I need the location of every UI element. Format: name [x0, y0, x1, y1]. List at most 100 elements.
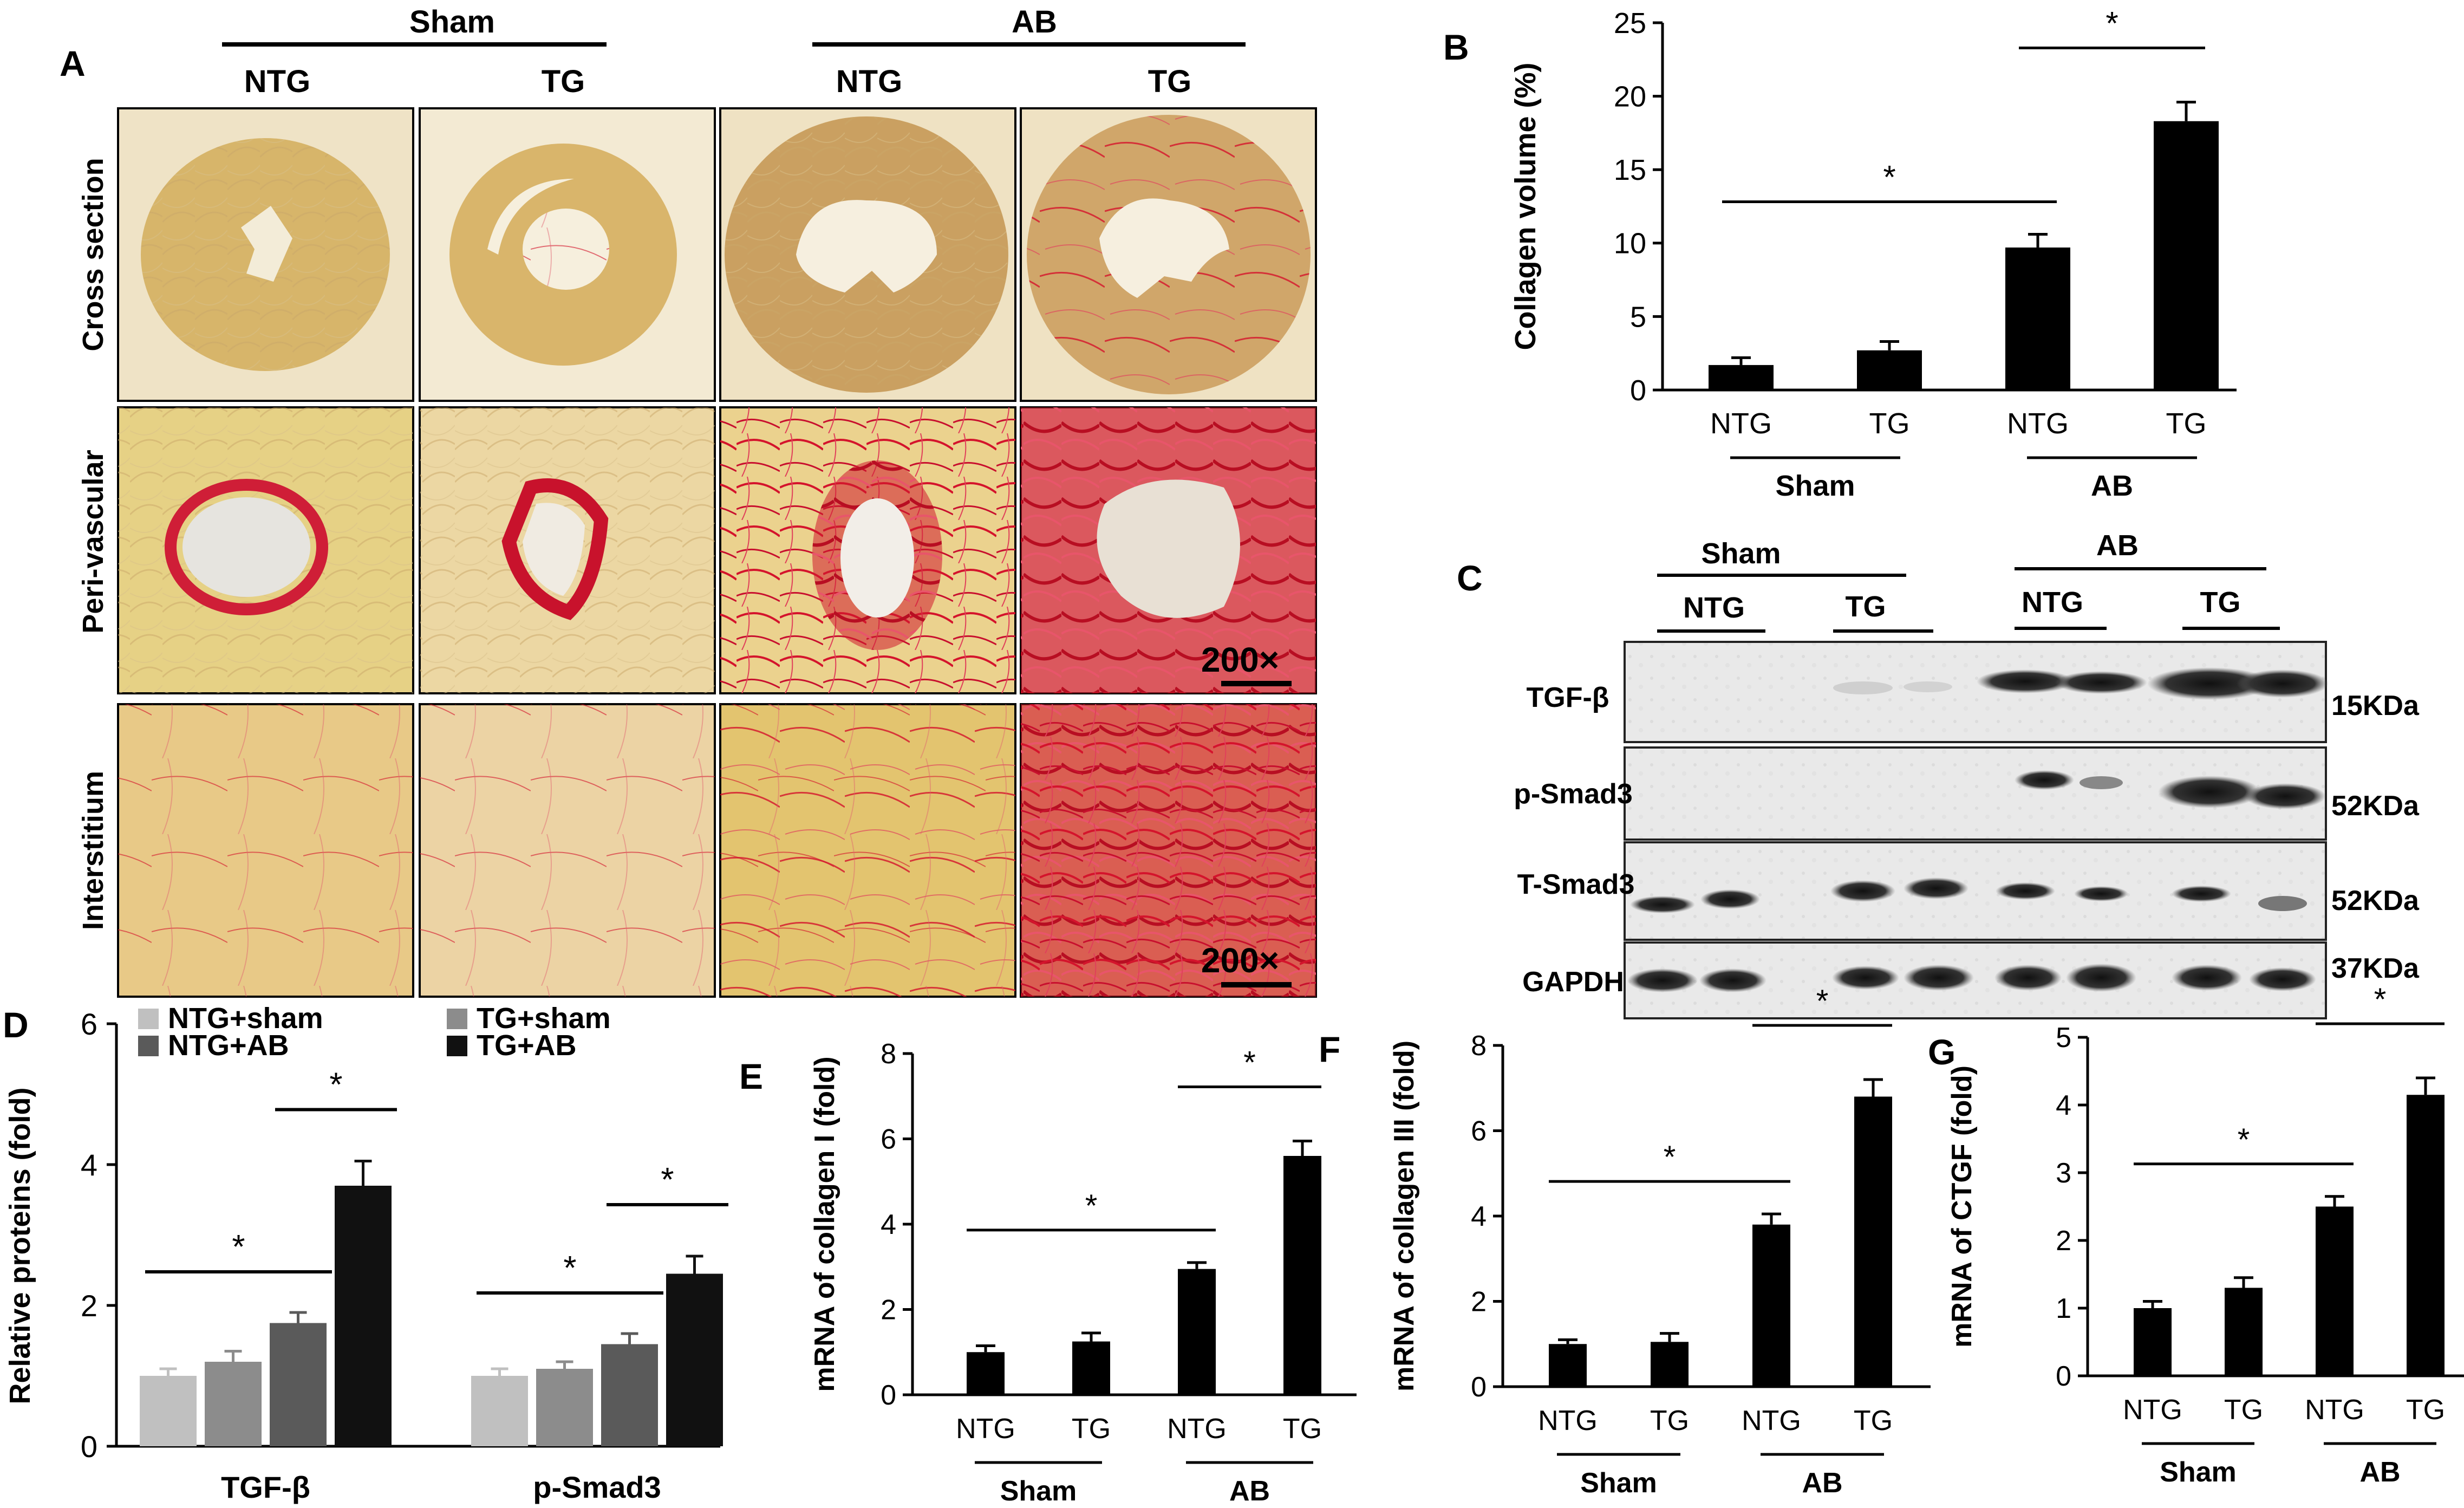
legend-swatch [447, 1036, 467, 1056]
row-label-cross-section: Cross section [77, 158, 109, 351]
bar [536, 1369, 593, 1446]
y-tick-label: 4 [81, 1148, 97, 1182]
column-label-ntg-ab: NTG [836, 64, 902, 99]
significance-star: * [2374, 982, 2387, 1017]
significance-star: * [1085, 1188, 1098, 1224]
column-label-tg-sham: TG [542, 64, 585, 99]
bar [2225, 1288, 2263, 1376]
y-tick-label: 3 [2056, 1158, 2071, 1189]
x-tick-label: NTG [1167, 1413, 1227, 1445]
x-tick-label: TG [1283, 1413, 1322, 1445]
significance-star: * [563, 1250, 576, 1287]
bar [2316, 1206, 2354, 1376]
y-tick-label: 0 [881, 1380, 896, 1411]
significance-star: * [232, 1228, 245, 1266]
blot-size-gapdh: 37KDa [2331, 953, 2420, 984]
y-tick-label: 2 [881, 1295, 896, 1326]
lane-label-ntg-sham: NTG [1683, 592, 1745, 624]
significance-star: * [1243, 1045, 1256, 1080]
legend-swatch [138, 1036, 159, 1056]
x-tick-label: TGF-β [221, 1470, 310, 1504]
y-tick-label: 1 [2056, 1293, 2071, 1324]
group-label: Sham [1580, 1467, 1657, 1499]
bar [1752, 1224, 1790, 1387]
y-tick-label: 0 [1630, 374, 1646, 407]
significance-star: * [2106, 5, 2118, 41]
y-axis-label: mRNA of collagen III (fold) [1389, 1041, 1420, 1392]
y-tick-label: 6 [1471, 1116, 1487, 1147]
blot-label-t-smad3: T-Smad3 [1517, 869, 1635, 900]
micrograph-peri-tg-sham [419, 406, 716, 694]
x-tick-label: TG [1072, 1413, 1111, 1445]
y-tick-label: 5 [2056, 1022, 2071, 1054]
bar [140, 1376, 197, 1446]
y-tick-label: 6 [81, 1007, 97, 1041]
blot-strip-tgf-beta [1624, 641, 2329, 743]
y-axis-label: mRNA of CTGF (fold) [1946, 1065, 1978, 1348]
chart-d: D 0 2 4 6 Relative proteins (fold) TGF-β p-Sma… [3, 1002, 728, 1504]
chart-f: F 0 2 4 6 8 mRNA of collagen III (fold) NTG TG N… [1319, 984, 1931, 1499]
x-tick-label: NTG [2007, 407, 2069, 440]
y-tick-label: 8 [881, 1038, 896, 1070]
blot-size-p-smad3: 52KDa [2331, 790, 2420, 822]
bar [335, 1186, 392, 1446]
x-tick-label: NTG [956, 1413, 1015, 1445]
bar [2407, 1095, 2445, 1376]
bar [2005, 247, 2070, 390]
panel-letter-a: A [60, 43, 86, 83]
significance-star: * [1883, 159, 1895, 196]
bar [205, 1362, 262, 1446]
group-label-ab: AB [1012, 4, 1057, 40]
y-tick-label: 4 [881, 1209, 896, 1240]
y-axis-label: Relative proteins (fold) [4, 1087, 36, 1404]
bar [1651, 1342, 1689, 1387]
bar [967, 1352, 1005, 1395]
bar [1709, 365, 1774, 390]
y-tick-label: 2 [1471, 1286, 1487, 1318]
y-axis-label: Collagen volume (%) [1509, 62, 1542, 350]
bar [2134, 1308, 2172, 1376]
group-label: AB [2091, 470, 2133, 502]
row-label-peri-vascular: Peri-vascular [77, 450, 109, 633]
lane-label-ntg-ab: NTG [2022, 586, 2083, 619]
y-tick-label: 25 [1614, 7, 1646, 40]
legend-label: NTG+AB [168, 1029, 289, 1062]
micrograph-peri-ntg-ab [719, 406, 1016, 694]
legend-swatch [447, 1009, 467, 1029]
significance-star: * [329, 1067, 342, 1104]
bar [1854, 1096, 1892, 1387]
column-label-tg-ab: TG [1148, 64, 1192, 99]
x-tick-label: NTG [2123, 1394, 2182, 1426]
group-label: AB [1802, 1467, 1842, 1499]
micrograph-inter-tg-ab: 200× [1020, 703, 1317, 998]
bar [1178, 1269, 1216, 1395]
bar [471, 1376, 528, 1446]
panel-letter-g: G [1928, 1032, 1955, 1072]
panel-letter-b: B [1443, 27, 1469, 67]
row-label-interstitium: Interstitium [77, 771, 109, 930]
group-label: AB [2359, 1457, 2400, 1488]
y-tick-label: 4 [1471, 1201, 1487, 1232]
group-label: Sham [2160, 1457, 2237, 1488]
scale-bar-label-peri: 200× [1201, 640, 1279, 679]
column-label-ntg-sham: NTG [244, 64, 310, 99]
scale-bar-label-inter: 200× [1201, 941, 1279, 980]
micrograph-cross-tg-ab [1020, 107, 1317, 402]
panel-letter-d: D [3, 1005, 29, 1045]
legend-label: NTG+sham [168, 1002, 323, 1035]
x-tick-label: p-Smad3 [533, 1470, 661, 1504]
chart-e: E 0 2 4 6 8 mRNA of collagen I (fold) NTG TG NTG… [739, 1038, 1357, 1507]
blot-label-tgf-beta: TGF-β [1526, 682, 1609, 713]
micrograph-cross-ntg-ab [719, 107, 1016, 402]
bar [666, 1273, 723, 1446]
y-tick-label: 0 [81, 1429, 97, 1464]
x-tick-label: TG [2224, 1394, 2263, 1426]
y-axis-label: mRNA of collagen I (fold) [809, 1056, 840, 1392]
micrograph-peri-ntg-sham [117, 406, 414, 694]
bar [270, 1323, 327, 1446]
bar [2154, 121, 2219, 391]
blot-label-p-smad3: p-Smad3 [1514, 778, 1633, 810]
panel-a: A Sham AB NTG TG NTG TG Cross section Pe… [60, 4, 1317, 998]
blot-group-label-ab: AB [2096, 529, 2139, 562]
